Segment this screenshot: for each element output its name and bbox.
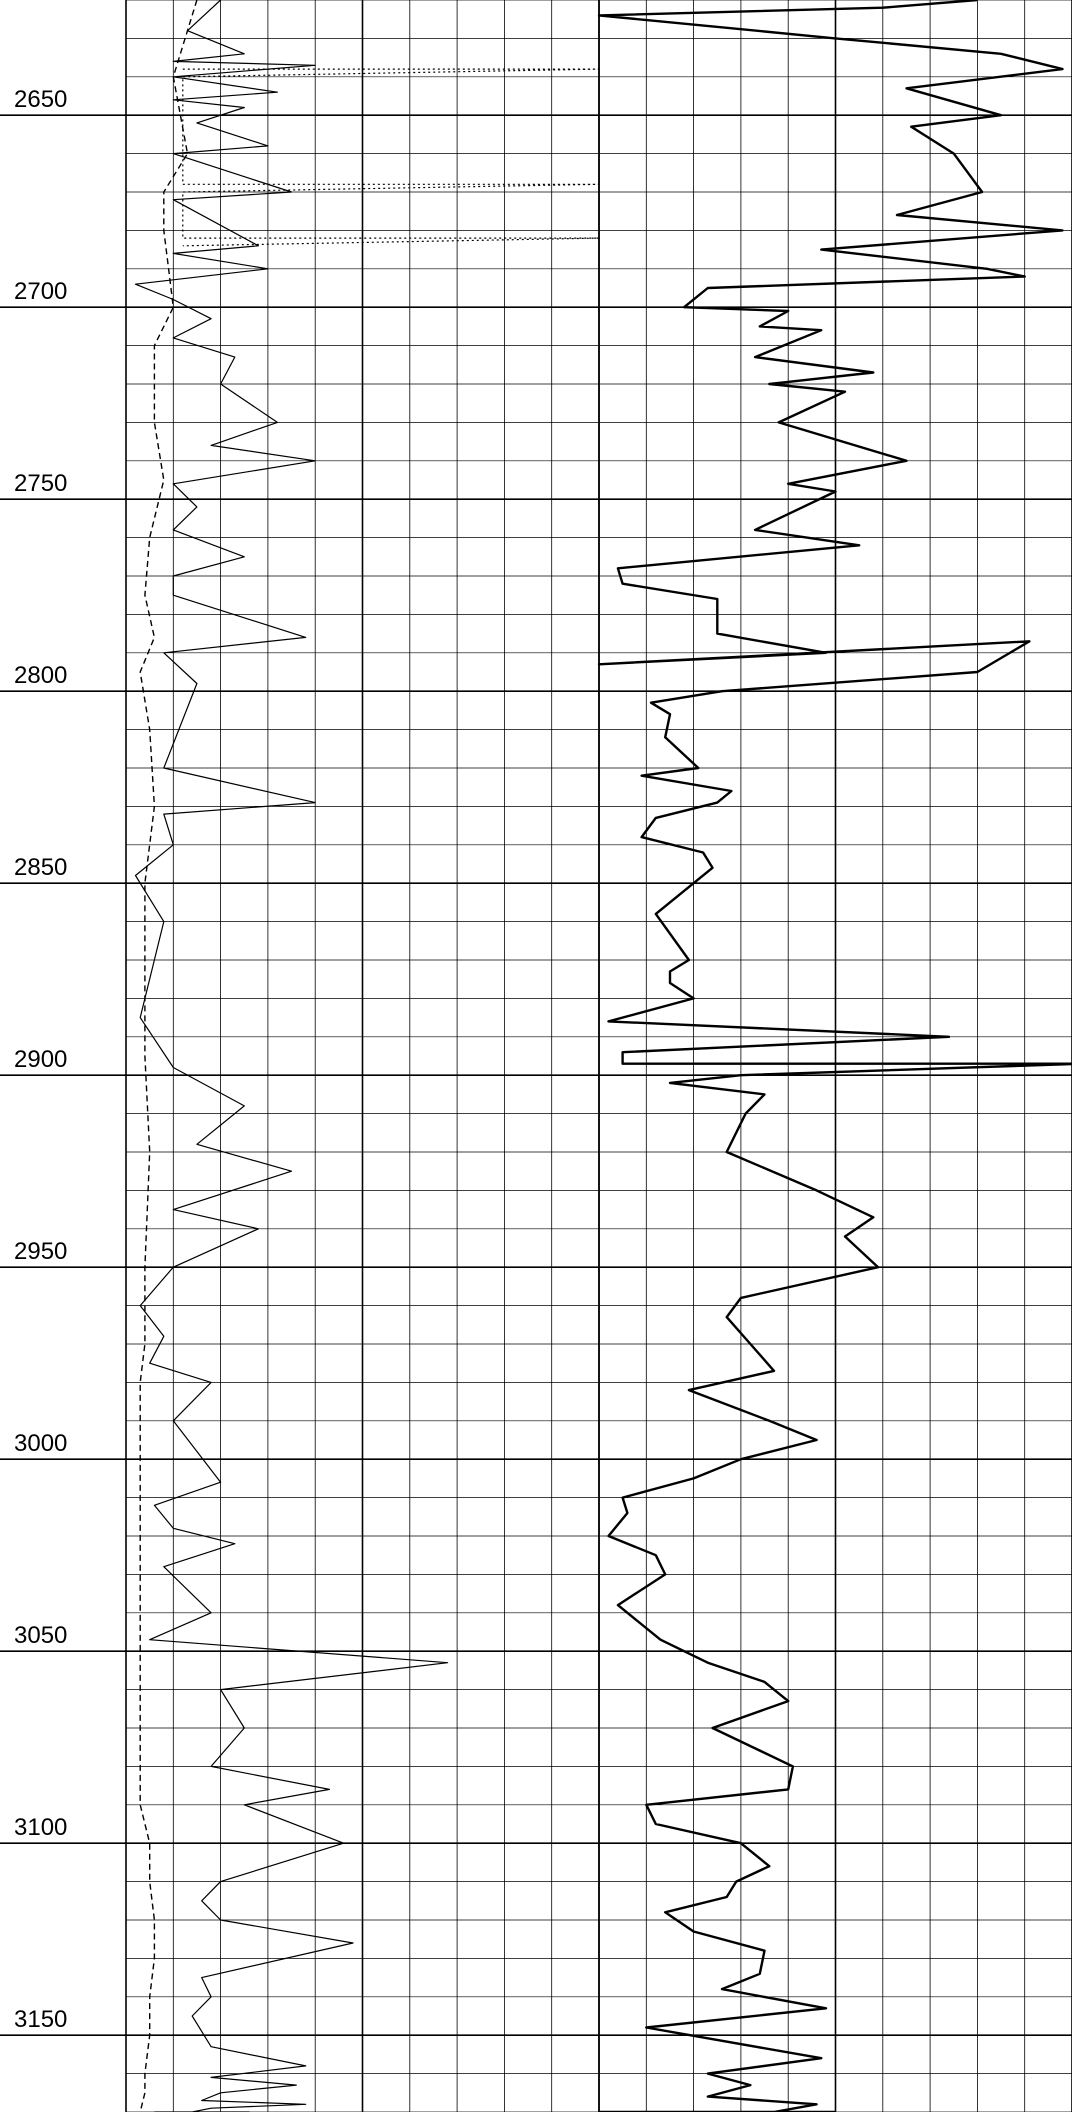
depth-tick-label: 3150 [14,2006,67,2033]
depth-tick-label: 3100 [14,1814,67,1841]
log-curve-dashed [139,0,198,2112]
log-curve-solid-thin [134,0,449,2112]
log-curve-dotted [182,68,600,247]
depth-tick-label: 2800 [14,662,67,689]
depth-tick-label: 2850 [14,854,67,881]
depth-tick-label: 2650 [14,86,67,113]
depth-tick-label: 3000 [14,1430,67,1457]
depth-tick-label: 3050 [14,1622,67,1649]
depth-axis-labels: 2650 2700 2750 2800 2850 2900 2950 3000 3050 3100… [14,86,67,2033]
depth-tick-label: 2700 [14,278,67,305]
depth-tick-label: 2750 [14,470,67,497]
log-curve-solid-thick [597,0,1072,2112]
depth-tick-label: 2950 [14,1238,67,1265]
depth-tick-label: 2900 [14,1046,67,1073]
log-curves [134,0,1072,2112]
